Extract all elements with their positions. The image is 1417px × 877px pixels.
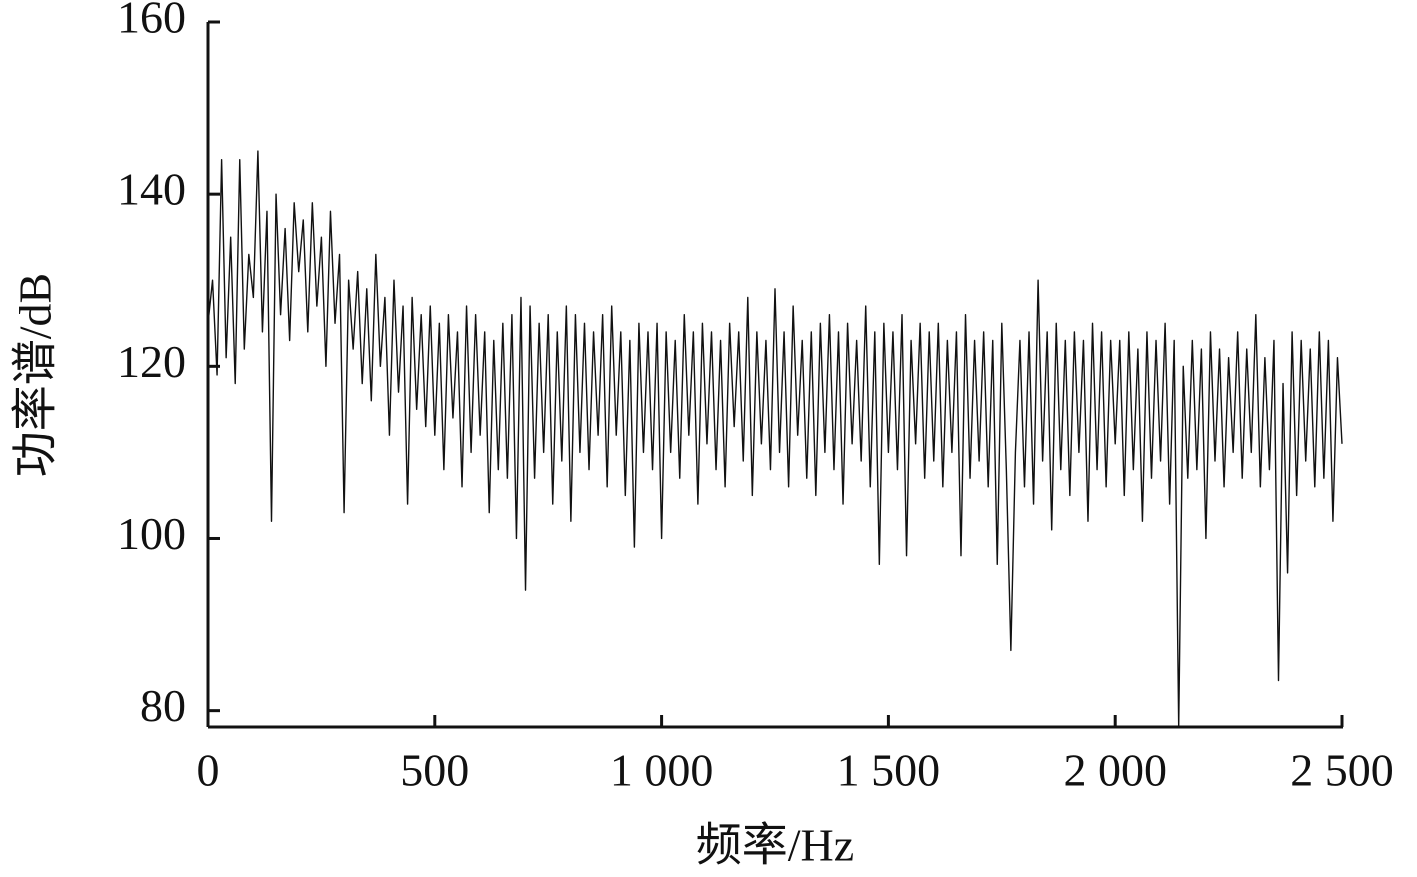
x-tick-label: 1 500 — [837, 745, 941, 796]
x-tick-label: 1 000 — [610, 745, 714, 796]
x-tick-label: 0 — [197, 745, 220, 796]
x-tick-label: 2 000 — [1063, 745, 1167, 796]
x-tick-label: 2 500 — [1290, 745, 1394, 796]
y-axis-title: 功率谱/dB — [10, 273, 61, 477]
data-line — [207, 150, 1343, 728]
y-tick-label: 160 — [117, 0, 186, 43]
x-tick-label: 500 — [400, 745, 469, 796]
y-tick-label: 140 — [117, 164, 186, 215]
x-axis-title: 频率/Hz — [696, 820, 854, 871]
y-tick-label: 120 — [117, 336, 186, 387]
y-tick-label: 100 — [117, 508, 186, 559]
y-tick-label: 80 — [140, 680, 186, 731]
